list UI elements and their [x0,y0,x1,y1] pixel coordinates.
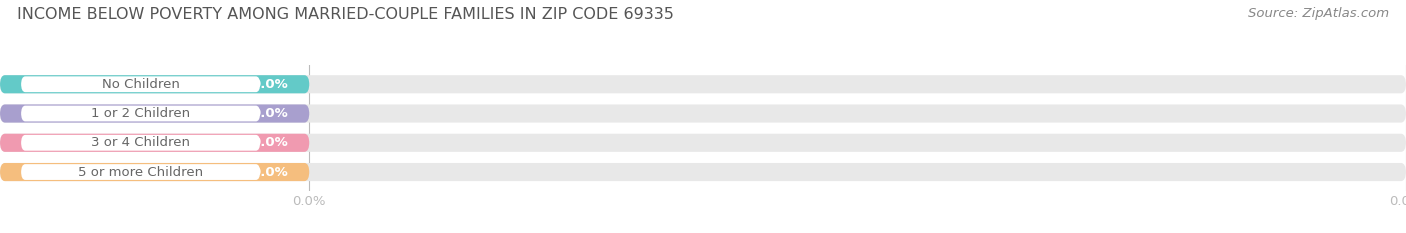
Text: 0.0%: 0.0% [252,165,288,178]
Text: INCOME BELOW POVERTY AMONG MARRIED-COUPLE FAMILIES IN ZIP CODE 69335: INCOME BELOW POVERTY AMONG MARRIED-COUPL… [17,7,673,22]
FancyBboxPatch shape [21,135,260,151]
FancyBboxPatch shape [0,104,309,123]
FancyBboxPatch shape [21,106,260,121]
FancyBboxPatch shape [0,75,1406,93]
Text: 1 or 2 Children: 1 or 2 Children [91,107,190,120]
FancyBboxPatch shape [0,134,309,152]
FancyBboxPatch shape [21,76,260,92]
FancyBboxPatch shape [21,164,260,180]
Text: 5 or more Children: 5 or more Children [79,165,202,178]
FancyBboxPatch shape [0,75,309,93]
FancyBboxPatch shape [0,104,1406,123]
FancyBboxPatch shape [0,163,1406,181]
FancyBboxPatch shape [0,134,1406,152]
Text: No Children: No Children [101,78,180,91]
Text: 3 or 4 Children: 3 or 4 Children [91,136,190,149]
Text: 0.0%: 0.0% [252,107,288,120]
Text: Source: ZipAtlas.com: Source: ZipAtlas.com [1249,7,1389,20]
Text: 0.0%: 0.0% [252,78,288,91]
Text: 0.0%: 0.0% [252,136,288,149]
FancyBboxPatch shape [0,163,309,181]
